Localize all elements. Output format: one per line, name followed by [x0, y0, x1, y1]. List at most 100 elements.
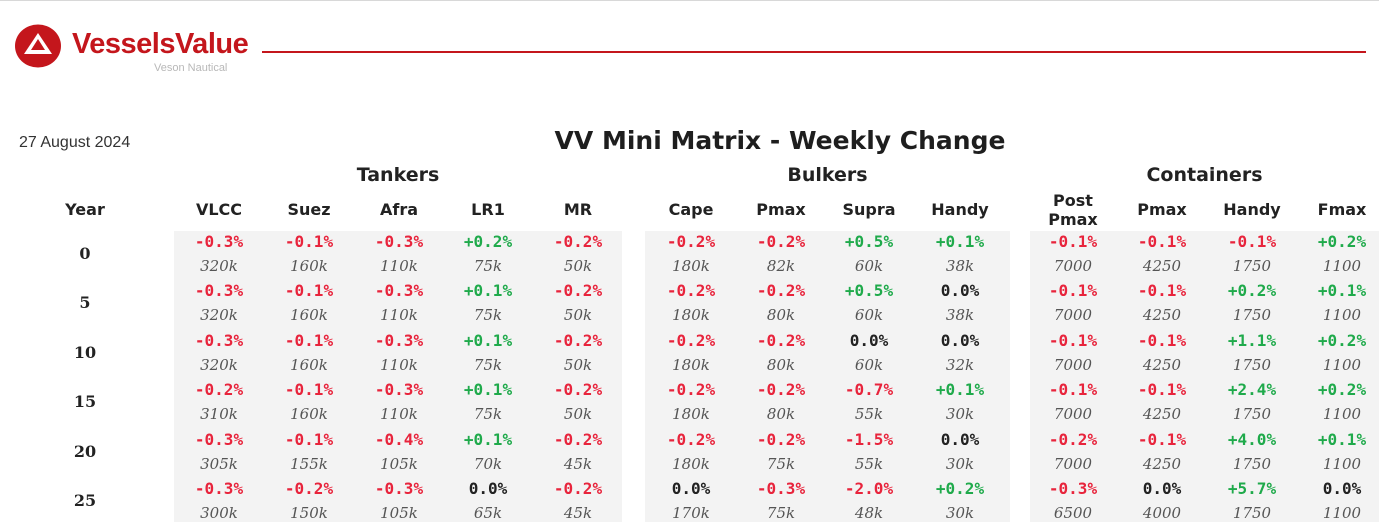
- vessel-size: 4250: [1142, 454, 1182, 473]
- vessel-size: 50k: [563, 355, 593, 374]
- change-value: +0.2%: [935, 479, 985, 498]
- vessel-size: 110k: [380, 355, 418, 374]
- vessel-size: 48k: [854, 504, 884, 522]
- vessel-size: 160k: [290, 355, 328, 374]
- column-header-containers-fmax: Fmax: [1317, 200, 1367, 219]
- change-value: -0.2%: [756, 330, 806, 350]
- year-label: 25: [73, 491, 97, 510]
- vessel-size: 320k: [200, 306, 238, 325]
- change-value: -0.3%: [756, 479, 806, 498]
- change-value: -0.3%: [194, 429, 244, 449]
- change-value: -0.3%: [194, 479, 244, 498]
- change-value: -0.2%: [666, 330, 716, 350]
- change-value: +0.1%: [463, 429, 513, 449]
- vessel-size: 1750: [1232, 454, 1272, 473]
- change-value: -0.2%: [553, 479, 603, 498]
- change-value: -0.2%: [666, 429, 716, 449]
- vessel-size: 70k: [473, 454, 503, 473]
- change-value: +0.2%: [1317, 232, 1367, 251]
- vessel-size: 150k: [290, 504, 328, 522]
- vessel-size: 180k: [672, 306, 710, 325]
- change-value: +1.1%: [1227, 330, 1277, 350]
- vessel-size: 50k: [563, 257, 593, 275]
- year-label: 5: [79, 293, 91, 313]
- brand-name: VesselsValue: [72, 28, 249, 60]
- vesselsvalue-logo-icon: [15, 24, 61, 68]
- vessel-size: 80k: [766, 405, 796, 424]
- page-title: VV Mini Matrix - Weekly Change: [554, 126, 1006, 155]
- column-header-tankers-mr: MR: [563, 200, 593, 219]
- vessel-size: 80k: [766, 306, 796, 325]
- change-value: -0.2%: [756, 281, 806, 301]
- column-header-bulkers-handy: Handy: [931, 200, 989, 219]
- vessel-size: 4250: [1142, 405, 1182, 424]
- vessel-size: 160k: [290, 257, 328, 275]
- change-value: +5.7%: [1227, 479, 1277, 498]
- containers-panel: [1030, 231, 1379, 522]
- group-label-tankers: Tankers: [356, 164, 440, 186]
- brand-subtitle: Veson Nautical: [154, 62, 228, 74]
- change-value: -0.1%: [1137, 330, 1187, 350]
- vessel-size: 38k: [945, 306, 975, 325]
- change-value: 0.0%: [1142, 479, 1182, 498]
- change-value: -0.1%: [284, 330, 334, 350]
- header-rule: [262, 51, 1366, 53]
- vessel-size: 305k: [200, 454, 238, 473]
- change-value: -0.2%: [284, 479, 334, 498]
- vessel-size: 30k: [945, 454, 975, 473]
- year-label: 20: [73, 441, 97, 461]
- change-value: -0.2%: [553, 380, 603, 400]
- change-value: +0.1%: [935, 380, 985, 400]
- column-header-bulkers-pmax: Pmax: [756, 200, 806, 219]
- change-value: -0.1%: [1048, 232, 1098, 251]
- change-value: 0.0%: [940, 429, 980, 449]
- vesselsvalue-logo: VesselsValue Veson Nautical: [14, 24, 254, 76]
- change-value: +0.5%: [844, 281, 894, 301]
- vessel-size: 65k: [473, 504, 503, 522]
- change-value: -0.1%: [1048, 380, 1098, 400]
- year-label: 0: [79, 244, 91, 263]
- vessel-size: 1750: [1232, 405, 1272, 424]
- change-value: -0.2%: [553, 281, 603, 301]
- change-value: +0.2%: [1227, 281, 1277, 301]
- vessel-size: 1750: [1232, 257, 1272, 275]
- change-value: -0.3%: [194, 281, 244, 301]
- change-value: -0.3%: [374, 380, 424, 400]
- change-value: +4.0%: [1227, 429, 1277, 449]
- change-value: -0.3%: [374, 330, 424, 350]
- vessel-size: 75k: [473, 405, 503, 424]
- vessel-size: 60k: [854, 306, 884, 325]
- group-label-bulkers: Bulkers: [787, 164, 868, 186]
- vessel-size: 7000: [1053, 257, 1093, 275]
- vessel-size: 7000: [1053, 405, 1093, 424]
- change-value: -0.7%: [844, 380, 894, 400]
- vessel-size: 4250: [1142, 257, 1182, 275]
- vessel-size: 30k: [945, 504, 975, 522]
- change-value: +0.2%: [1317, 380, 1367, 400]
- column-header-tankers-afra: Afra: [379, 200, 419, 219]
- column-header-tankers-vlcc: VLCC: [195, 200, 243, 219]
- change-value: -0.1%: [284, 281, 334, 301]
- tankers-panel: [174, 231, 622, 522]
- vessel-size: 310k: [200, 405, 238, 424]
- column-header-containers-post-pmax: Post Pmax: [1048, 191, 1098, 229]
- group-label-containers: Containers: [1146, 164, 1263, 186]
- vessel-size: 82k: [766, 257, 796, 275]
- vessel-size: 110k: [380, 405, 418, 424]
- change-value: -0.1%: [284, 380, 334, 400]
- change-value: +0.1%: [463, 380, 513, 400]
- vessel-size: 1750: [1232, 355, 1272, 374]
- change-value: +0.1%: [1317, 281, 1367, 301]
- vessel-size: 4250: [1142, 355, 1182, 374]
- change-value: -0.2%: [756, 429, 806, 449]
- vessel-size: 4250: [1142, 306, 1182, 325]
- vessel-size: 45k: [563, 504, 593, 522]
- vessel-size: 1100: [1322, 405, 1362, 424]
- change-value: -2.0%: [844, 479, 894, 498]
- vessel-size: 30k: [945, 405, 975, 424]
- column-header-containers-handy: Handy: [1223, 200, 1281, 219]
- vessel-size: 7000: [1053, 306, 1093, 325]
- change-value: +0.5%: [844, 232, 894, 251]
- vessel-size: 105k: [380, 504, 418, 522]
- change-value: -0.2%: [666, 380, 716, 400]
